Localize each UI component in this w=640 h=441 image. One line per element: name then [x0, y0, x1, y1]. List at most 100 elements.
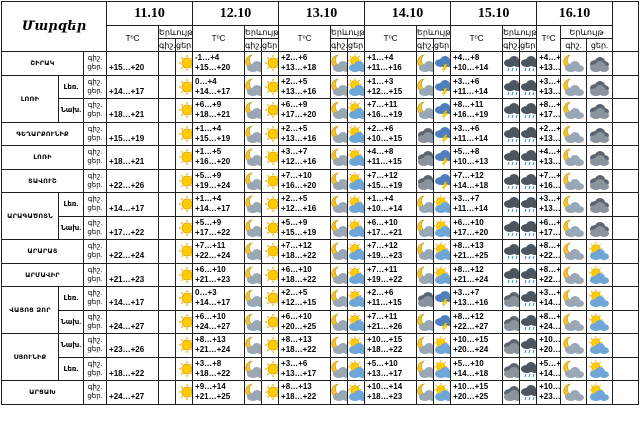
zone-label: Նախ.	[58, 215, 84, 240]
temperature-cell: +2…+6 +10…+15	[364, 121, 418, 146]
rain-icon	[504, 78, 519, 96]
day-phenomenon	[433, 333, 452, 358]
moon-cloud-icon	[331, 242, 347, 261]
rain-icon	[521, 383, 536, 401]
sun-icon	[177, 195, 192, 213]
temperature-cell: +7…+12 +15…+19	[364, 168, 418, 193]
temperature-cell: +2…+6 +11…+15	[364, 286, 418, 311]
date-header: 16.10	[536, 1, 614, 26]
temperature-cell: +5…+8 +10…+13	[450, 145, 504, 170]
rain-icon	[521, 289, 536, 307]
moon-cloud-icon	[331, 336, 347, 355]
region-name: ՇԻՐԱԿ	[1, 51, 84, 76]
day-header: ցեր.	[433, 38, 452, 52]
night-phenomenon	[158, 51, 177, 76]
moon-cloud-icon	[245, 172, 261, 190]
temperature-cell: +2…+5 +12…+15	[278, 286, 332, 311]
table-row: ԳԵՂԱՐՔՈՒՆԻՔ գիշ. ցեր. +15…+19 +1…+4 +15…+19 +…	[1, 121, 639, 146]
temperature-cell: +8…+13 +18…+22	[278, 380, 332, 405]
sun-icon	[177, 383, 192, 401]
moon-cloud-icon	[562, 313, 585, 331]
cloud-icon	[418, 148, 433, 167]
day-phenomenon	[519, 333, 538, 358]
night-phenomenon	[416, 309, 435, 334]
temperature-cell: +7…+11 +22…+24	[192, 239, 246, 264]
day-phenomenon	[519, 74, 538, 99]
phenomenon-header: Երևույթ	[416, 25, 452, 39]
cloud-sun-icon	[588, 336, 611, 355]
cloud-sun-icon	[348, 195, 364, 214]
temperature-cell: +3…+7+13…+16	[450, 286, 504, 311]
temperature-cell: +1…+4 +11…+16	[364, 51, 418, 76]
temperature-cell: +8…+12+22…+25	[536, 262, 562, 287]
edge-cell	[612, 262, 639, 287]
day-phenomenon	[586, 333, 614, 358]
temperature-cell: +23…+26	[106, 333, 160, 358]
night-phenomenon	[502, 74, 521, 99]
period-labels: գիշ. ցեր.	[82, 239, 108, 264]
day-phenomenon	[433, 121, 452, 146]
night-phenomenon	[158, 309, 177, 334]
day-phenomenon	[586, 356, 614, 381]
moon-cloud-icon	[562, 195, 585, 214]
day-phenomenon	[347, 98, 366, 123]
day-phenomenon	[347, 380, 366, 405]
temperature-header: T⁰C	[278, 25, 332, 52]
day-phenomenon	[261, 309, 280, 334]
sun-icon	[177, 289, 192, 307]
night-phenomenon	[416, 286, 435, 311]
sun-icon	[263, 148, 278, 166]
temperature-header: T⁰C	[192, 25, 246, 52]
moon-cloud-icon	[562, 148, 585, 167]
night-phenomenon	[560, 262, 588, 287]
zone-label: Նախ.	[58, 333, 84, 358]
moon-cloud-icon	[562, 125, 585, 143]
cloud-icon	[504, 383, 519, 402]
day-phenomenon	[175, 356, 194, 381]
temperature-cell: +24…+27	[106, 309, 160, 334]
temperature-cell: +8…+13+22…+26	[536, 239, 562, 264]
night-phenomenon	[158, 121, 177, 146]
moon-cloud-icon	[245, 242, 261, 261]
region-name: ԼՈՌԻ	[1, 145, 84, 170]
rain-icon	[504, 148, 519, 166]
day-phenomenon	[347, 168, 366, 193]
temperature-cell: +15…+19	[106, 121, 160, 146]
day-phenomenon	[519, 309, 538, 334]
edge-cell	[612, 380, 639, 405]
temperature-cell: +3…+6 +11…+14	[450, 74, 504, 99]
moon-cloud-icon	[562, 172, 585, 190]
temperature-cell: +8…+11+17…+20	[536, 98, 562, 123]
temperature-cell: +2…+6 +13…+18	[278, 51, 332, 76]
temperature-cell: +1…+5 +16…+20	[192, 145, 246, 170]
temperature-cell: +7…+12 +19…+23	[364, 239, 418, 264]
temperature-cell: +2…+6+13…+16	[536, 121, 562, 146]
moon-cloud-icon	[417, 78, 433, 96]
edge-cell	[612, 168, 639, 193]
edge-cell	[612, 333, 639, 358]
night-phenomenon	[330, 192, 349, 217]
table-row: ԱՐՄԱՎԻՐ գիշ. ցեր. +21…+23 +6…+10 +21…+23 +6…+…	[1, 262, 639, 287]
night-phenomenon	[158, 356, 177, 381]
period-labels: գիշ. ցեր.	[82, 51, 108, 76]
day-phenomenon	[175, 380, 194, 405]
temperature-cell: +24…+27	[106, 380, 160, 405]
temperature-cell: +10…+15 +18…+22	[364, 333, 418, 358]
night-phenomenon	[416, 168, 435, 193]
rain-icon	[504, 219, 519, 237]
rain-icon	[504, 266, 519, 284]
moon-cloud-icon	[245, 266, 261, 284]
table-row: Նախ. գիշ. ցեր. +24…+27 +6…+10 +24…+27 +6…+10 +…	[2, 309, 639, 334]
sun-icon	[177, 242, 192, 260]
cloud-icon	[589, 195, 611, 214]
night-header: գիշ.	[416, 38, 435, 52]
cloud-sun-icon	[348, 312, 364, 331]
night-phenomenon	[244, 98, 263, 123]
moon-cloud-icon	[245, 195, 261, 214]
region-name: ԱՐԱԳԱԾՈՏՆ	[1, 192, 59, 240]
date-header: 12.10	[192, 1, 280, 26]
moon-cloud-icon	[245, 219, 261, 237]
table-row: ԱՐԱԳԱԾՈՏՆ Լեռ. գիշ. ցեր. +14…+17 +1…+4 +14…+1…	[1, 192, 639, 240]
temperature-cell: +4…+8+13…+16	[536, 145, 562, 170]
cloud-icon	[418, 289, 433, 308]
